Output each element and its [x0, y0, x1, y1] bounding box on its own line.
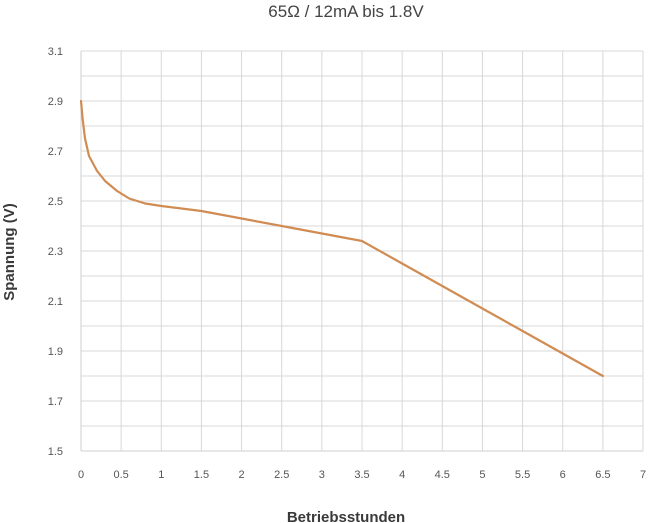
series-layer	[79, 99, 604, 378]
x-tick-label: 4.5	[435, 469, 450, 481]
y-tick-label: 2.9	[48, 96, 63, 108]
chart-title: 65Ω / 12mA bis 1.8V	[268, 2, 424, 21]
y-axis-ticks: 3.1 2.9 2.7 2.5 2.3 2.1 1.9 1.7 1.5	[48, 46, 63, 458]
x-tick-label: 5	[479, 469, 485, 481]
y-tick-label: 1.5	[48, 446, 63, 458]
x-axis-label: Betriebsstunden	[287, 509, 405, 523]
y-tick-label: 1.7	[48, 396, 63, 408]
y-tick-label: 2.3	[48, 246, 63, 258]
y-tick-label: 1.9	[48, 346, 63, 358]
x-tick-label: 2	[239, 469, 245, 481]
x-tick-label: 0	[78, 469, 84, 481]
x-tick-label: 1.5	[194, 469, 209, 481]
x-tick-label: 3	[319, 469, 325, 481]
series-line	[79, 99, 604, 378]
y-axis-label: Spannung (V)	[1, 203, 18, 301]
x-tick-label: 7	[640, 469, 646, 481]
y-tick-label: 3.1	[48, 46, 63, 58]
x-tick-label: 1	[158, 469, 164, 481]
x-tick-label: 4	[399, 469, 405, 481]
x-axis-ticks: 0 0.5 1 1.5 2 2.5 3 3.5 4 4.5 5 5.5 6 6.5 7	[78, 469, 646, 481]
x-tick-label: 3.5	[354, 469, 369, 481]
y-tick-label: 2.7	[48, 146, 63, 158]
x-tick-label: 0.5	[113, 469, 128, 481]
x-tick-label: 6.5	[595, 469, 610, 481]
x-tick-label: 2.5	[274, 469, 289, 481]
y-tick-label: 2.5	[48, 196, 63, 208]
x-tick-label: 6	[560, 469, 566, 481]
grid	[80, 50, 644, 452]
x-tick-label: 5.5	[515, 469, 530, 481]
y-tick-label: 2.1	[48, 296, 63, 308]
